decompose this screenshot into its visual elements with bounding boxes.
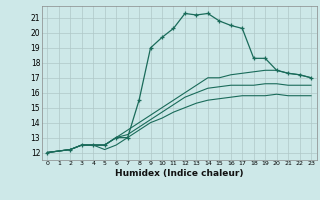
X-axis label: Humidex (Indice chaleur): Humidex (Indice chaleur) [115, 169, 244, 178]
